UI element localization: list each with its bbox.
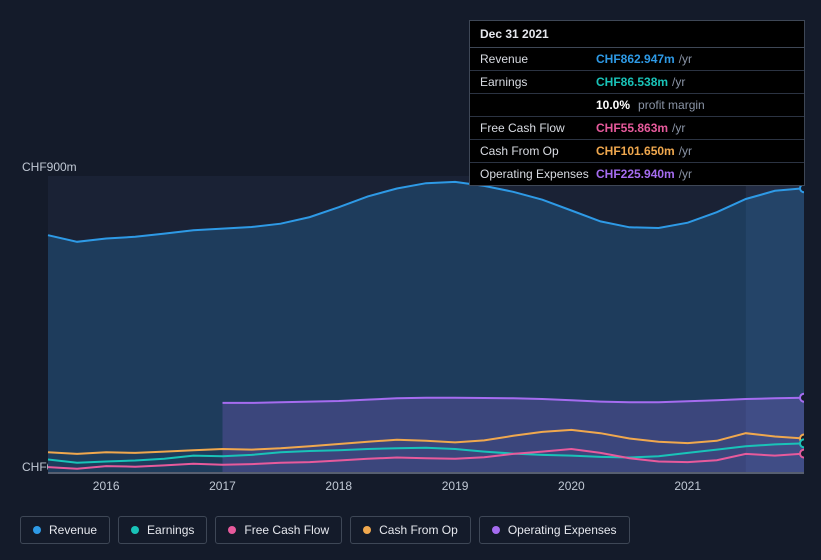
x-axis-tick-label: 2021: [674, 479, 701, 493]
x-axis-tick-label: 2016: [93, 479, 120, 493]
legend: Revenue Earnings Free Cash Flow Cash Fro…: [20, 516, 630, 544]
tooltip-row-fcf: Free Cash Flow CHF55.863m /yr: [470, 117, 804, 140]
legend-label: Revenue: [49, 523, 97, 537]
tooltip-label: Free Cash Flow: [480, 121, 596, 135]
tooltip-suffix: /yr: [679, 144, 692, 158]
tooltip-value: CHF55.863m: [596, 121, 668, 135]
tooltip-label: Cash From Op: [480, 144, 596, 158]
tooltip-value: CHF101.650m: [596, 144, 675, 158]
series-end-marker: [800, 439, 804, 447]
tooltip-profit-margin-value: 10.0%: [596, 98, 630, 112]
tooltip-suffix: /yr: [672, 75, 685, 89]
tooltip-label: [480, 98, 596, 112]
legend-label: Earnings: [147, 523, 194, 537]
tooltip-suffix: /yr: [672, 121, 685, 135]
x-axis-tick-label: 2019: [442, 479, 469, 493]
legend-dot-icon: [363, 526, 371, 534]
x-axis-tick-label: 2018: [325, 479, 352, 493]
tooltip-date: Dec 31 2021: [470, 21, 804, 48]
tooltip-label: Earnings: [480, 75, 596, 89]
tooltip-row-profit-margin: 10.0% profit margin: [470, 94, 804, 117]
x-axis-tick-label: 2020: [558, 479, 585, 493]
legend-dot-icon: [33, 526, 41, 534]
legend-label: Operating Expenses: [508, 523, 617, 537]
series-end-marker: [800, 450, 804, 458]
tooltip-row-opex: Operating Expenses CHF225.940m /yr: [470, 163, 804, 185]
legend-item-fcf[interactable]: Free Cash Flow: [215, 516, 342, 544]
legend-item-revenue[interactable]: Revenue: [20, 516, 110, 544]
tooltip-label: Operating Expenses: [480, 167, 596, 181]
x-axis-tick-label: 2017: [209, 479, 236, 493]
tooltip-suffix: /yr: [679, 52, 692, 66]
tooltip-row-earnings: Earnings CHF86.538m /yr: [470, 71, 804, 94]
legend-item-opex[interactable]: Operating Expenses: [479, 516, 630, 544]
tooltip-value: CHF86.538m: [596, 75, 668, 89]
tooltip-value: CHF225.940m: [596, 167, 675, 181]
tooltip-row-revenue: Revenue CHF862.947m /yr: [470, 48, 804, 71]
series-end-marker: [800, 394, 804, 402]
tooltip-value: CHF862.947m: [596, 52, 675, 66]
legend-label: Cash From Op: [379, 523, 458, 537]
legend-dot-icon: [492, 526, 500, 534]
chart-tooltip: Dec 31 2021 Revenue CHF862.947m /yr Earn…: [469, 20, 805, 186]
financials-chart[interactable]: 2016 2017 2018 2019 2020 2021: [18, 158, 804, 498]
legend-dot-icon: [228, 526, 236, 534]
legend-item-earnings[interactable]: Earnings: [118, 516, 207, 544]
tooltip-suffix: /yr: [679, 167, 692, 181]
legend-dot-icon: [131, 526, 139, 534]
tooltip-profit-margin-label: profit margin: [638, 98, 705, 112]
tooltip-label: Revenue: [480, 52, 596, 66]
legend-item-cash-from-op[interactable]: Cash From Op: [350, 516, 471, 544]
legend-label: Free Cash Flow: [244, 523, 329, 537]
tooltip-row-cash-from-op: Cash From Op CHF101.650m /yr: [470, 140, 804, 163]
